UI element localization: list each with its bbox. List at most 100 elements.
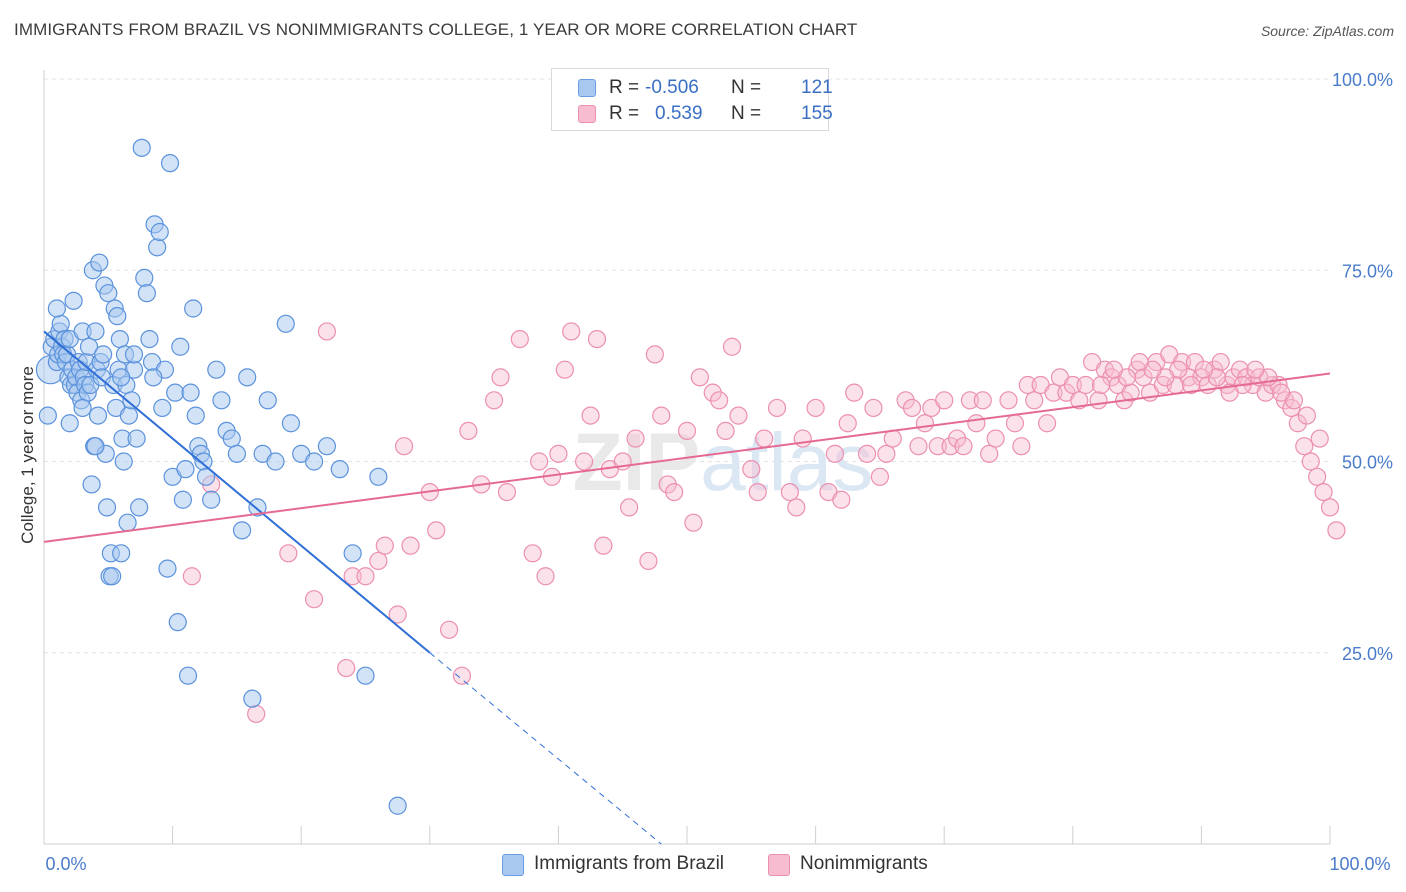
y-tick-label: 50.0% [1342,453,1393,473]
nonimmigrants-point [690,368,709,387]
nonimmigrants-point [1091,375,1111,395]
brazil-points [35,138,407,815]
nonimmigrants-point [883,429,902,448]
brazil-point [130,498,149,517]
nonimmigrants-point [337,658,356,678]
brazil-point [196,467,216,486]
brazil-point [160,154,180,173]
nonimmigrants-point [452,666,472,685]
brazil-point [194,452,213,471]
nonimmigrants-point [767,398,787,418]
nonimmigrants-point [806,398,825,418]
brazil-point [181,383,200,402]
nonimmigrants-point [967,414,986,433]
nonimmigrants-point [620,498,639,517]
brazil-point [238,368,257,387]
nonimmigrants-point [1194,360,1214,379]
nonimmigrants-point [1327,521,1346,540]
nonimmigrants-point [1076,375,1095,395]
nonimmigrants-point [1089,391,1108,410]
bottom-legend-label-brazil: Immigrants from Brazil [534,853,725,874]
brazil-point [132,138,151,157]
nonimmigrants-point [394,437,414,456]
chart-title: IMMIGRANTS FROM BRAZIL VS NONIMMIGRANTS … [14,20,858,39]
brazil-point [176,460,195,479]
brazil-point [227,444,246,463]
nonimmigrants-point [729,406,748,425]
nonimmigrants-point [1246,360,1265,379]
brazil-point [108,307,127,326]
brazil-point [356,666,375,685]
nonimmigrants-point [388,605,407,624]
brazil-point [140,330,159,349]
brazil-point [202,490,221,509]
nonimmigrants-point [369,551,388,571]
nonimmigrants-point [845,383,864,402]
brazil-point [112,368,131,387]
trend-lines [43,330,1331,845]
brazil-point [212,391,231,410]
brazil-point [173,490,192,509]
nonimmigrants-point [645,345,664,364]
watermark: ZIPatlas [573,417,874,508]
nonimmigrants-point [1320,498,1340,517]
nonimmigrants-point [587,330,607,349]
source-label: Source: ZipAtlas.com [1260,23,1394,39]
brazil-point [369,467,388,486]
brazil-point [148,238,167,257]
brazil-point [122,391,141,410]
legend-swatch-nonimmigrants [578,105,596,123]
nonimmigrants-point [915,414,935,433]
legend-r-value: -0.506 [645,77,699,98]
brazil-point [158,559,177,578]
y-tick-label: 25.0% [1342,644,1393,664]
brazil-trend-line [43,330,431,654]
y-tick-label: 75.0% [1342,261,1393,281]
nonimmigrants-point [870,467,890,486]
bottom-legend-label-nonimmigrants: Nonimmigrants [800,853,928,874]
nonimmigrants-point [1018,375,1037,395]
brazil-point [124,345,144,364]
legend-r-value: 0.539 [655,103,703,124]
brazil-point [135,268,154,287]
nonimmigrants-point [954,437,973,456]
nonimmigrants-point [780,483,799,502]
nonimmigrants-point [960,391,980,410]
nonimmigrants-point [999,391,1018,410]
nonimmigrants-point [973,391,992,410]
nonimmigrants-point [652,406,671,425]
legend-swatch-brazil [578,79,596,97]
nonimmigrants-point [684,513,703,532]
nonimmigrants-point [639,551,658,571]
brazil-point [330,460,349,479]
nonimmigrants-point [832,490,851,509]
brazil-point [266,452,285,471]
nonimmigrants-trend-line [43,372,1331,543]
brazil-point [110,330,129,349]
brazil-point [258,391,277,410]
brazil-point [166,383,185,402]
nonimmigrants-point [838,414,857,433]
brazil-point [243,689,262,708]
nonimmigrants-point [1070,391,1089,410]
nonimmigrants-point [549,444,568,463]
nonimmigrants-point [279,544,298,563]
legend-r-label: R = [609,103,640,124]
nonimmigrants-point [1314,483,1333,502]
nonimmigrants-point [427,521,446,540]
nonimmigrants-point [986,429,1005,448]
nonimmigrants-point [485,391,504,410]
brazil-point [47,299,66,318]
nonimmigrants-point [459,421,478,440]
nonimmigrants-point [793,429,812,448]
bottom-legend-swatch-brazil [502,854,524,876]
correlation-legend: R = -0.506 N = 121 R = 0.539 N = 155 [551,68,833,131]
nonimmigrants-point [1037,414,1057,433]
y-axis-label: College, 1 year or more [18,366,37,544]
nonimmigrants-point [317,322,337,341]
nonimmigrants-point [1005,414,1025,433]
nonimmigrants-point [825,444,844,463]
brazil-point [388,796,407,815]
y-tick-label: 100.0% [1332,70,1393,90]
nonimmigrants-point [575,452,594,471]
